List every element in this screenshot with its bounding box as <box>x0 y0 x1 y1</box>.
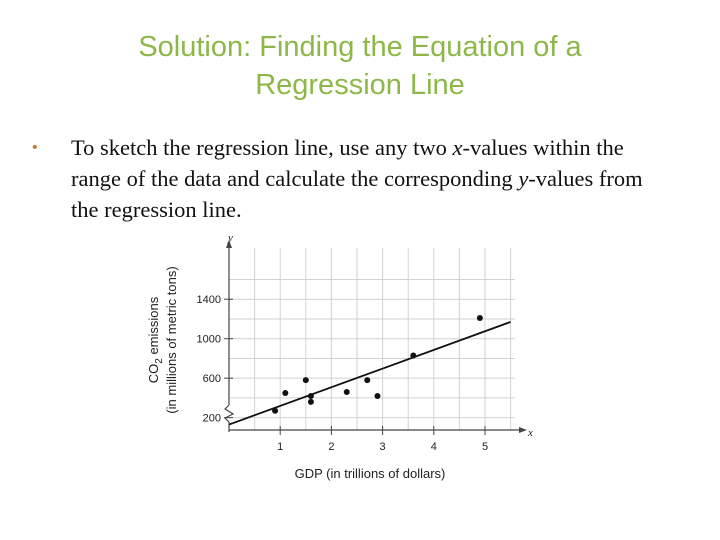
bullet-text: To sketch the regression line, use any t… <box>71 132 671 225</box>
y-axis-title-line-2: (in millions of metric tons) <box>164 266 179 413</box>
x-tick-label: 1 <box>277 441 283 453</box>
y-tick-label: 1000 <box>197 334 221 346</box>
bullet-text-part-2: -values within the range of the data and… <box>71 135 624 191</box>
x-tick-label: 3 <box>380 441 386 453</box>
y-axis-title: CO2 emissions (in millions of metric ton… <box>146 266 179 413</box>
data-points <box>272 314 483 414</box>
data-point <box>272 407 279 414</box>
x-axis-title: GDP (in trillions of dollars) <box>295 466 446 481</box>
data-point <box>307 392 314 399</box>
bullet-text-part-3: -values from the regression line. <box>71 166 643 222</box>
data-point <box>302 377 309 384</box>
x-tick-label: 4 <box>431 441 437 453</box>
y-axis-variable: y <box>227 232 233 244</box>
data-point <box>282 389 289 396</box>
x-tick-label: 2 <box>328 441 334 453</box>
y-axis-title-line-1: CO2 emissions <box>146 296 165 383</box>
y-axis-title-emissions: emissions <box>146 296 161 358</box>
y-axis-title-subscript: 2 <box>154 358 165 364</box>
tick-labels: 200 600 1000 1400 1 2 3 4 5 <box>197 294 489 453</box>
y-axis-break <box>223 404 235 423</box>
y-tick-label: 1400 <box>197 294 221 306</box>
slide-title: Solution: Finding the Equation of a Regr… <box>0 28 720 104</box>
chart-axes <box>223 240 527 435</box>
x-axis-variable: x <box>527 427 533 439</box>
bullet-dot-icon: • <box>32 139 38 156</box>
y-tick-label: 200 <box>203 413 221 425</box>
x-axis-arrow-icon <box>519 427 527 433</box>
y-tick-label: 600 <box>203 373 221 385</box>
bullet-var-y: y <box>518 166 529 191</box>
data-point <box>410 352 417 359</box>
data-point <box>364 377 371 384</box>
y-axis-title-co: CO <box>146 364 161 384</box>
x-tick-label: 5 <box>482 441 488 453</box>
data-point <box>307 398 314 405</box>
bullet-var-x: x <box>452 135 463 160</box>
y-axis-arrow-icon <box>226 240 232 248</box>
data-point <box>476 314 483 321</box>
chart-grid <box>229 248 515 430</box>
data-point <box>343 388 350 395</box>
bullet-text-part-1: To sketch the regression line, use any t… <box>71 135 453 160</box>
slide-title-line-2: Regression Line <box>255 69 465 101</box>
slide-title-line-1: Solution: Finding the Equation of a <box>138 31 582 63</box>
regression-line <box>228 321 511 426</box>
data-point <box>374 392 381 399</box>
